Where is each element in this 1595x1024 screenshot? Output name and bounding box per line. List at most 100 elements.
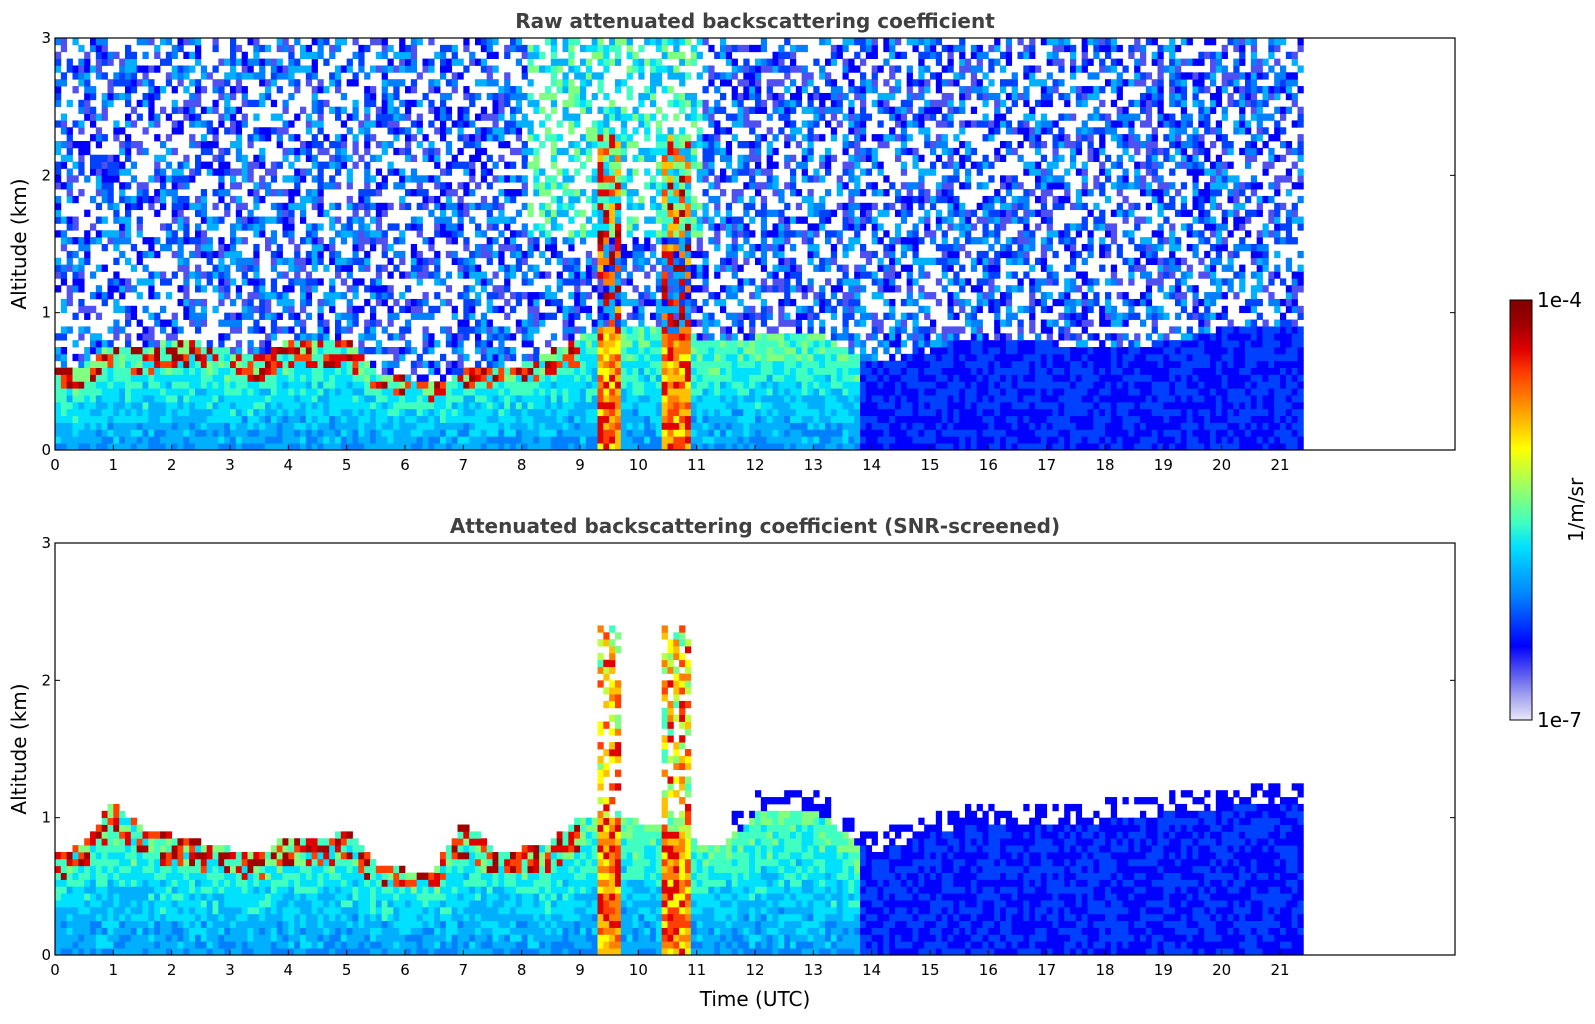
top-heatmap-cell <box>364 374 371 382</box>
top-heatmap-cell <box>702 113 709 121</box>
top-heatmap-cell <box>113 429 120 437</box>
top-heatmap-cell <box>533 237 540 245</box>
top-heatmap-cell <box>270 58 278 66</box>
top-heatmap-cell <box>434 86 441 94</box>
top-heatmap-cell <box>708 113 715 121</box>
top-heatmap-cell <box>521 161 528 169</box>
top-heatmap-cell <box>235 216 243 224</box>
top-heatmap-cell <box>399 182 406 190</box>
top-heatmap-cell <box>247 278 254 286</box>
top-heatmap-cell <box>428 237 435 245</box>
top-heatmap-cell <box>410 367 418 375</box>
top-heatmap-cell <box>375 113 383 121</box>
top-heatmap-cell <box>749 381 756 389</box>
top-heatmap-cell <box>230 175 237 183</box>
top-heatmap-cell <box>434 223 441 231</box>
top-heatmap-cell <box>609 401 616 410</box>
top-heatmap-cell <box>218 333 225 341</box>
top-heatmap-cell <box>644 237 651 245</box>
top-heatmap-cell <box>480 278 488 286</box>
top-heatmap-cell <box>661 353 668 362</box>
top-heatmap-cell <box>235 147 243 156</box>
top-heatmap-cell <box>247 395 254 403</box>
top-heatmap-cell <box>160 154 167 162</box>
top-heatmap-cell <box>113 127 120 135</box>
top-heatmap-cell <box>480 374 488 382</box>
top-heatmap-cell <box>440 202 447 211</box>
top-heatmap-cell <box>183 388 190 396</box>
top-heatmap-cell <box>755 333 762 341</box>
top-heatmap-cell <box>130 141 138 149</box>
top-heatmap-cell <box>539 312 546 320</box>
top-heatmap-cell <box>305 113 313 121</box>
top-heatmap-cell <box>305 381 313 389</box>
top-heatmap-cell <box>160 223 167 231</box>
top-heatmap-cell <box>329 216 336 224</box>
top-heatmap-cell <box>130 443 138 450</box>
top-heatmap-cell <box>527 360 534 368</box>
top-heatmap-cell <box>235 44 243 53</box>
top-heatmap-cell <box>673 168 680 176</box>
top-heatmap-cell <box>253 202 260 211</box>
top-heatmap-cell <box>90 401 97 410</box>
top-heatmap-cell <box>259 347 266 355</box>
top-heatmap-cell <box>679 38 686 46</box>
top-heatmap-cell <box>574 195 581 204</box>
top-heatmap-cell <box>381 106 388 114</box>
top-heatmap-cell <box>340 161 348 169</box>
top-heatmap-cell <box>90 120 97 128</box>
top-heatmap-cell <box>679 429 686 437</box>
top-heatmap-cell <box>725 202 733 211</box>
top-heatmap-cell <box>340 353 348 362</box>
top-heatmap-cell <box>527 333 534 341</box>
top-heatmap-cell <box>276 189 283 197</box>
top-heatmap-cell <box>615 271 622 279</box>
top-heatmap-cell <box>445 408 453 417</box>
top-heatmap-cell <box>177 257 184 265</box>
top-heatmap-cell <box>679 333 686 341</box>
top-heatmap-cell <box>626 415 633 423</box>
top-heatmap-cell <box>142 147 149 156</box>
top-heatmap-cell <box>72 278 79 286</box>
top-heatmap-cell <box>230 326 237 334</box>
top-heatmap-cell <box>772 209 779 217</box>
top-heatmap-cell <box>451 305 458 314</box>
top-heatmap-cell <box>737 44 744 53</box>
top-heatmap-cell <box>568 38 575 46</box>
top-heatmap-cell <box>679 99 686 108</box>
top-heatmap-cell <box>171 216 178 224</box>
top-heatmap-cell <box>393 436 400 444</box>
top-heatmap-cell <box>515 388 523 396</box>
top-heatmap-cell <box>160 106 167 114</box>
top-heatmap-cell <box>72 195 79 204</box>
top-heatmap-cell <box>725 326 733 334</box>
top-heatmap-cell <box>521 292 528 300</box>
top-heatmap-cell <box>539 388 546 396</box>
top-heatmap-cell <box>323 298 330 307</box>
top-heatmap-cell <box>702 154 709 162</box>
top-heatmap-cell <box>387 92 394 101</box>
top-heatmap-cell <box>352 436 359 444</box>
top-heatmap-cell <box>107 168 114 176</box>
top-heatmap-cell <box>510 120 517 128</box>
top-heatmap-cell <box>463 353 470 362</box>
top-heatmap-cell <box>381 79 388 87</box>
top-heatmap-cell <box>84 79 91 87</box>
top-heatmap-cell <box>475 182 482 190</box>
top-heatmap-cell <box>78 72 85 80</box>
top-heatmap-cell <box>690 408 698 417</box>
top-heatmap-cell <box>253 223 260 231</box>
top-heatmap-cell <box>504 326 511 334</box>
top-heatmap-cell <box>148 367 155 375</box>
top-heatmap-cell <box>708 223 715 231</box>
top-heatmap-cell <box>265 443 272 450</box>
top-heatmap-cell <box>620 154 628 162</box>
top-heatmap-cell <box>136 202 143 211</box>
top-heatmap-cell <box>247 422 254 430</box>
top-heatmap-cell <box>696 443 703 450</box>
top-heatmap-cell <box>189 422 196 430</box>
top-heatmap-cell <box>609 264 616 272</box>
top-heatmap-cell <box>504 401 511 410</box>
top-heatmap-cell <box>498 353 505 362</box>
top-heatmap-cell <box>527 99 534 108</box>
